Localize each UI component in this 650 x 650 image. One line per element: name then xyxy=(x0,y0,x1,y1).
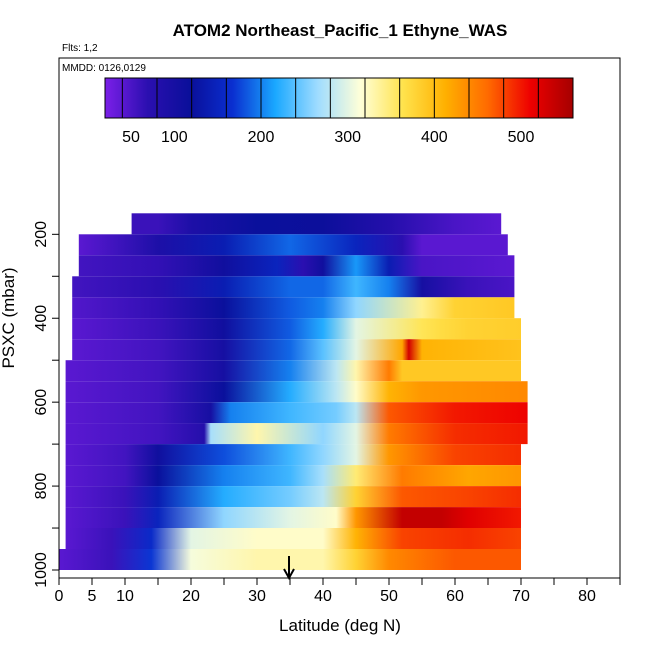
colorbar-tick-label: 400 xyxy=(421,129,448,146)
y-tick-label: 400 xyxy=(33,305,50,332)
colorbar-gradient xyxy=(104,77,574,119)
heatmap-row xyxy=(65,402,528,424)
x-axis-label: Latitude (deg N) xyxy=(279,616,401,635)
y-tick-label: 200 xyxy=(33,221,50,248)
x-tick-label: 40 xyxy=(314,588,332,605)
x-tick-label: 20 xyxy=(182,588,200,605)
heatmap-row xyxy=(65,528,521,549)
heatmap-row xyxy=(72,339,521,361)
plot-frame xyxy=(58,57,621,579)
heatmap-row xyxy=(72,297,515,319)
x-tick-label: 10 xyxy=(116,588,134,605)
y-tick-label: 1000 xyxy=(33,552,50,588)
y-tick-label: 600 xyxy=(33,389,50,416)
heatmap-row xyxy=(65,381,528,403)
heatmap-row xyxy=(78,255,515,277)
arrow-head xyxy=(283,568,295,581)
chart-title: ATOM2 Northeast_Pacific_1 Ethyne_WAS xyxy=(173,21,508,40)
x-tick-label: 30 xyxy=(248,588,266,605)
heatmap-row xyxy=(65,507,521,529)
x-tick-label: 5 xyxy=(88,588,97,605)
x-tick-label: 60 xyxy=(446,588,464,605)
x-tick-label: 80 xyxy=(578,588,596,605)
heatmap-row xyxy=(78,234,508,256)
x-tick-label: 50 xyxy=(380,588,398,605)
y-tick-label: 800 xyxy=(33,473,50,500)
heatmap-row xyxy=(72,318,521,340)
colorbar: 50 100 200 300 400 500 xyxy=(104,77,574,146)
heatmap-row xyxy=(65,423,528,445)
heatmap-row xyxy=(65,444,521,466)
colorbar-tick-label: 300 xyxy=(334,129,361,146)
dates-note: MMDD: 0126,0129 xyxy=(62,63,146,74)
x-tick-label: 0 xyxy=(55,588,64,605)
colorbar-tick-label: 100 xyxy=(161,129,188,146)
flights-note: Flts: 1,2 xyxy=(62,43,98,54)
colorbar-tick-label: 50 xyxy=(122,129,140,146)
latitude-arrow-marker xyxy=(283,556,295,581)
heatmap-row xyxy=(65,486,521,508)
axes: 0 5 10 20 30 40 50 60 70 80 200 400 600 800 1000 xyxy=(33,221,621,605)
colorbar-tick-label: 200 xyxy=(248,129,275,146)
heatmap-rows xyxy=(59,213,528,570)
heatmap-row xyxy=(65,465,521,487)
heatmap-row xyxy=(131,213,502,235)
heatmap-row xyxy=(65,360,521,382)
heatmap-row xyxy=(72,276,515,298)
x-tick-label: 70 xyxy=(512,588,530,605)
y-axis-label: PSXC (mbar) xyxy=(0,267,18,368)
colorbar-tick-label: 500 xyxy=(508,129,535,146)
